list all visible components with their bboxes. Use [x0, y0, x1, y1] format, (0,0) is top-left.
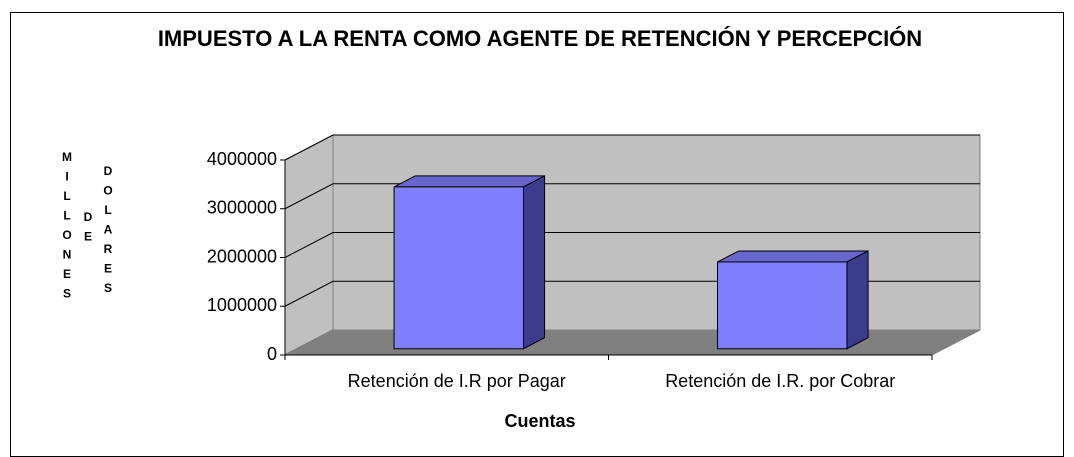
- floor: [284, 329, 981, 356]
- y-axis-title-letter: L: [63, 209, 70, 223]
- y-tick-label: 2000000: [207, 246, 277, 266]
- y-axis-title-letter: O: [103, 184, 112, 198]
- y-axis-title-letter: D: [104, 164, 113, 178]
- y-axis-title-letter: L: [104, 203, 111, 217]
- grid-line: [284, 232, 980, 258]
- y-axis-title-letter: D: [84, 210, 93, 224]
- y-tick-label: 3000000: [207, 198, 277, 218]
- bar-top: [717, 250, 869, 263]
- y-axis-title-letter: E: [84, 230, 92, 244]
- grid-line: [284, 183, 980, 210]
- bar-top: [393, 175, 545, 188]
- y-axis-title-letter: S: [63, 287, 71, 301]
- y-axis-title-letter: A: [104, 223, 113, 237]
- bar-side: [846, 250, 869, 350]
- y-axis-title-letter: S: [104, 281, 112, 295]
- y-tick-label: 0: [267, 344, 277, 364]
- y-tick-label: 4000000: [207, 149, 277, 169]
- y-axis-title-letter: R: [104, 242, 113, 256]
- y-axis-title-letter: O: [62, 228, 71, 242]
- y-axis-title-letter: E: [104, 262, 112, 276]
- bar-side: [522, 175, 546, 350]
- y-axis-title-letter: I: [65, 170, 68, 184]
- x-axis-title: Cuentas: [504, 411, 575, 431]
- y-tick-label: 1000000: [207, 295, 277, 315]
- x-tick-label: Retención de I.R por Pagar: [348, 371, 566, 391]
- grid-line: [284, 134, 980, 161]
- chart-title: IMPUESTO A LA RENTA COMO AGENTE DE RETEN…: [157, 26, 923, 51]
- bar: [717, 261, 848, 350]
- y-axis-title-letter: L: [63, 189, 70, 203]
- x-tick-label: Retención de I.R. por Cobrar: [665, 371, 895, 391]
- y-axis-title-letter: E: [63, 267, 71, 281]
- y-axis-title-letter: N: [63, 248, 72, 262]
- y-axis-title-letter: M: [62, 150, 72, 164]
- bar: [393, 186, 524, 350]
